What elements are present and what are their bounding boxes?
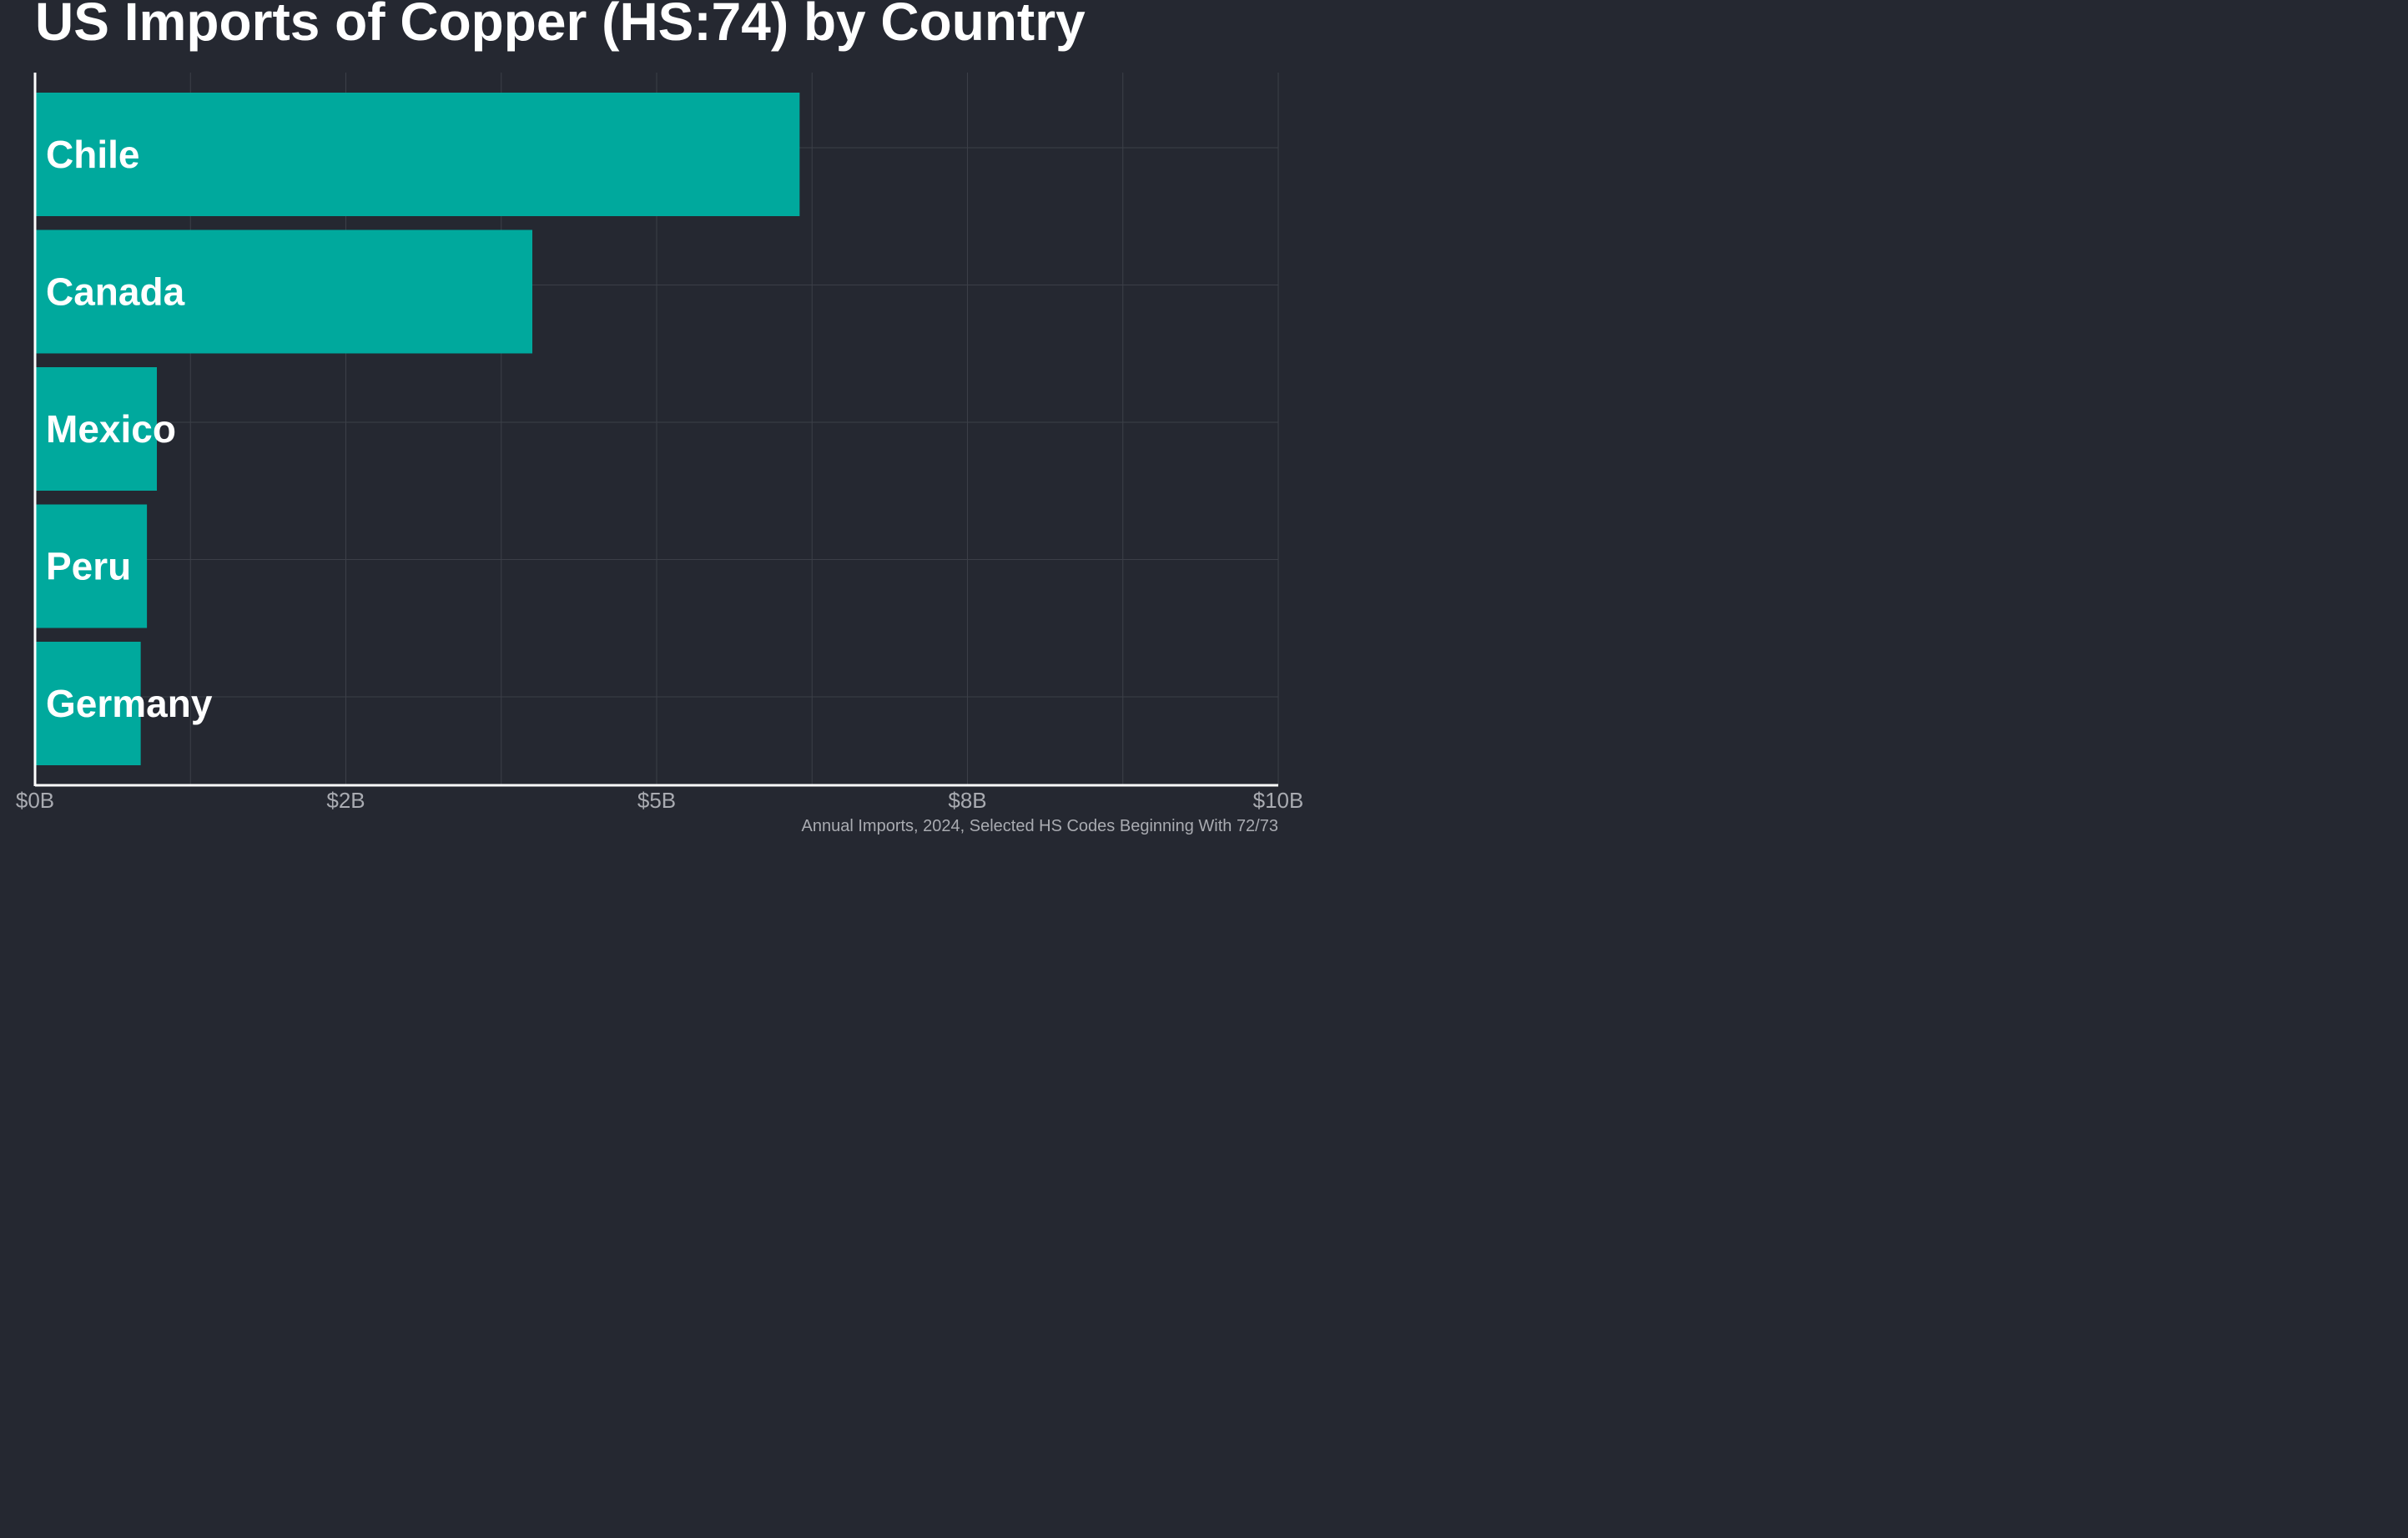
x-tick-label-1: $2B bbox=[326, 788, 365, 813]
chart-caption: Annual Imports, 2024, Selected HS Codes … bbox=[802, 817, 1278, 835]
bar-chart: Chile Canada Mexico Peru Germany $0B $2B $5B $8… bbox=[0, 0, 1308, 835]
category-label-chile: Chile bbox=[46, 133, 139, 176]
category-labels: Chile Canada Mexico Peru Germany bbox=[46, 133, 213, 725]
bar-peru bbox=[35, 504, 148, 628]
x-tick-label-2: $5B bbox=[637, 788, 676, 813]
bar-chile bbox=[35, 93, 800, 216]
x-tick-label-0: $0B bbox=[16, 788, 54, 813]
axes bbox=[33, 73, 1278, 787]
bar-mexico bbox=[35, 367, 158, 491]
x-tick-labels: $0B $2B $5B $8B $10B bbox=[16, 788, 1304, 813]
category-label-mexico: Mexico bbox=[46, 407, 176, 451]
bars bbox=[35, 93, 800, 765]
bar-canada bbox=[35, 229, 532, 354]
chart: Chile Canada Mexico Peru Germany $0B $2B $5B $8… bbox=[0, 0, 1308, 835]
chart-title: US Imports of Copper (HS:74) by Country bbox=[35, 0, 1086, 52]
category-label-germany: Germany bbox=[46, 682, 213, 725]
bar-germany bbox=[35, 642, 141, 765]
x-tick-label-4: $10B bbox=[1253, 788, 1304, 813]
x-tick-label-3: $8B bbox=[948, 788, 986, 813]
category-label-canada: Canada bbox=[46, 270, 185, 314]
category-label-peru: Peru bbox=[46, 545, 131, 588]
